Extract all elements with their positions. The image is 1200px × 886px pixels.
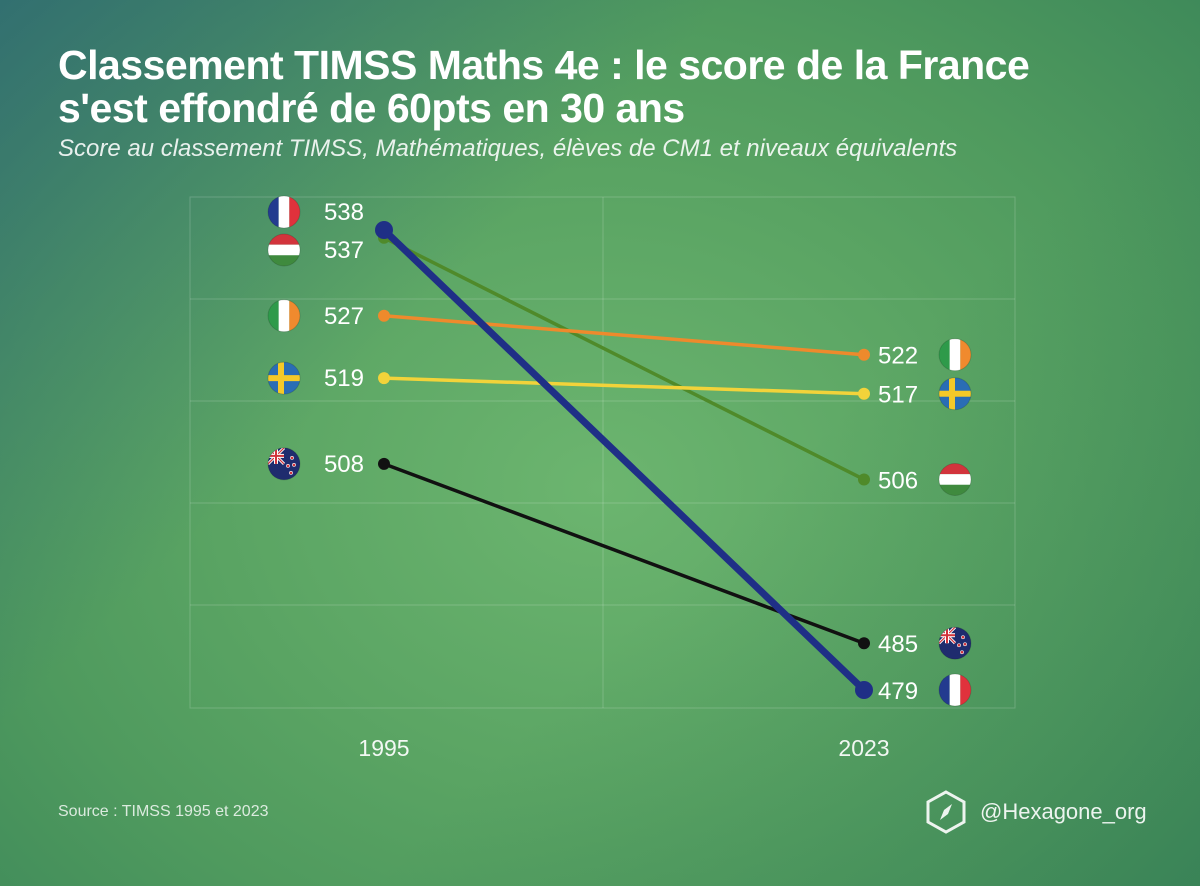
hungary-flag-icon-1995 bbox=[267, 233, 301, 267]
point-france-2023 bbox=[855, 681, 873, 699]
brand-signature: @Hexagone_org bbox=[924, 790, 1147, 834]
point-ireland-2023 bbox=[858, 348, 870, 361]
point-france-1995 bbox=[375, 221, 393, 239]
sweden-flag-icon-2023 bbox=[938, 377, 972, 411]
value-label-sweden-1995: 519 bbox=[324, 365, 364, 392]
value-label-hungary-1995: 537 bbox=[324, 237, 364, 264]
value-label-ireland-1995: 527 bbox=[324, 303, 364, 330]
value-label-new-zealand-1995: 508 bbox=[324, 451, 364, 478]
ireland-flag-icon-1995 bbox=[267, 299, 301, 333]
france-flag-icon-2023 bbox=[938, 673, 972, 707]
france-flag-icon-1995 bbox=[267, 195, 301, 229]
point-new-zealand-1995 bbox=[378, 457, 390, 470]
title-line-1: Classement TIMSS Maths 4e : le score de … bbox=[58, 42, 1030, 88]
plot-frame bbox=[189, 196, 1016, 709]
point-sweden-1995 bbox=[378, 372, 390, 385]
series-line-ireland bbox=[382, 314, 866, 357]
x-tick-label-2023: 2023 bbox=[838, 735, 889, 761]
new-zealand-flag-icon-2023 bbox=[938, 626, 972, 660]
title-line-2: s'est effondré de 60pts en 30 ans bbox=[58, 85, 685, 131]
brand-handle: @Hexagone_org bbox=[980, 799, 1147, 824]
source-note: Source : TIMSS 1995 et 2023 bbox=[58, 803, 269, 820]
ireland-flag-icon-2023 bbox=[938, 338, 972, 372]
new-zealand-flag-icon-1995 bbox=[267, 447, 301, 481]
value-label-france-2023: 479 bbox=[878, 678, 918, 705]
series-line-france bbox=[380, 226, 868, 694]
point-ireland-1995 bbox=[378, 309, 390, 322]
x-tick-label-1995: 1995 bbox=[358, 735, 409, 761]
series-line-sweden bbox=[382, 376, 866, 396]
series-line-hungary bbox=[382, 236, 866, 482]
point-new-zealand-2023 bbox=[858, 637, 870, 650]
value-label-new-zealand-2023: 485 bbox=[878, 631, 918, 658]
value-label-hungary-2023: 506 bbox=[878, 467, 918, 494]
value-label-france-1995: 538 bbox=[324, 199, 364, 226]
chart-title: Classement TIMSS Maths 4e : le score de … bbox=[58, 44, 1158, 130]
chart-subtitle: Score au classement TIMSS, Mathématiques… bbox=[58, 135, 958, 162]
hungary-flag-icon-2023 bbox=[938, 462, 972, 496]
point-hungary-2023 bbox=[858, 473, 870, 486]
hexagon-compass-icon bbox=[926, 790, 966, 834]
value-label-sweden-2023: 517 bbox=[878, 382, 918, 409]
point-sweden-2023 bbox=[858, 387, 870, 400]
sweden-flag-icon-1995 bbox=[267, 361, 301, 395]
value-label-ireland-2023: 522 bbox=[878, 343, 918, 370]
